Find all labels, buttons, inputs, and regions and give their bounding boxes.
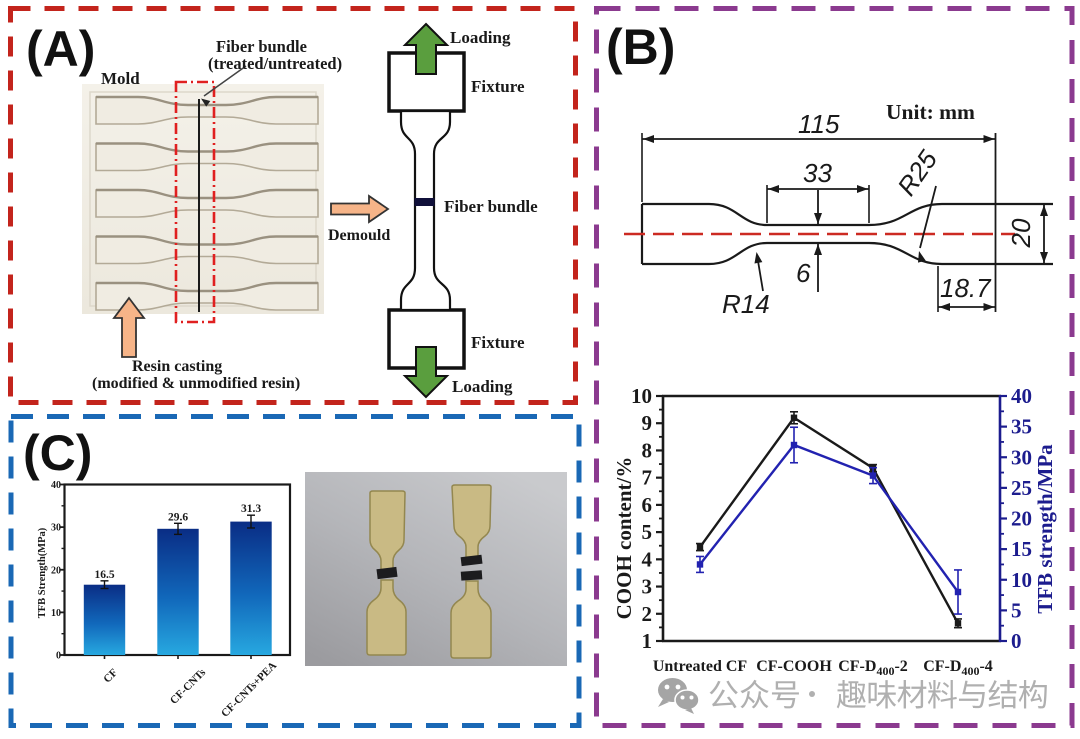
svg-text:COOH content/%: COOH content/% [612, 457, 636, 620]
svg-text:2: 2 [642, 602, 653, 626]
svg-text:3: 3 [642, 575, 653, 599]
svg-text:Fiber bundle: Fiber bundle [444, 197, 538, 216]
svg-text:20: 20 [1011, 507, 1032, 531]
svg-text:5: 5 [642, 520, 653, 544]
svg-text:Unit: mm: Unit: mm [886, 100, 975, 124]
svg-text:CF-COOH: CF-COOH [756, 658, 832, 675]
svg-text:Loading: Loading [452, 377, 513, 396]
svg-text:10: 10 [631, 384, 652, 408]
svg-text:40: 40 [51, 480, 61, 491]
svg-text:15: 15 [1011, 537, 1032, 561]
svg-text:6: 6 [796, 258, 811, 288]
svg-text:9: 9 [642, 411, 653, 435]
svg-text:7: 7 [642, 466, 653, 490]
svg-text:10: 10 [1011, 568, 1032, 592]
svg-text:25: 25 [1011, 476, 1032, 500]
svg-text:30: 30 [51, 523, 61, 534]
svg-text:Fiber bundle: Fiber bundle [216, 37, 307, 56]
svg-text:6: 6 [642, 493, 653, 517]
svg-text:0: 0 [56, 651, 61, 662]
svg-text:0: 0 [1011, 629, 1022, 653]
svg-text:18.7: 18.7 [940, 273, 992, 303]
svg-text:Demould: Demould [328, 227, 390, 244]
svg-text:Fixture: Fixture [471, 333, 525, 352]
svg-text:(C): (C) [23, 425, 92, 481]
svg-text:31.3: 31.3 [241, 503, 261, 515]
svg-text:Loading: Loading [450, 28, 511, 47]
svg-text:10: 10 [51, 608, 61, 619]
svg-text:29.6: 29.6 [168, 511, 188, 523]
svg-text:40: 40 [1011, 384, 1032, 408]
svg-text:5: 5 [1011, 598, 1022, 622]
svg-text:30: 30 [1011, 445, 1032, 469]
svg-text:CF-D400-2: CF-D400-2 [838, 658, 908, 678]
svg-text:1: 1 [642, 629, 653, 653]
svg-text:Untreated CF: Untreated CF [653, 658, 748, 675]
svg-text:(B): (B) [606, 19, 675, 75]
svg-text:20: 20 [51, 565, 61, 576]
svg-text:(modified & unmodified resin): (modified & unmodified resin) [92, 375, 300, 392]
svg-text:115: 115 [798, 109, 840, 139]
svg-text:Resin casting: Resin casting [132, 358, 222, 375]
svg-text:(A): (A) [26, 21, 95, 77]
svg-text:35: 35 [1011, 415, 1032, 439]
svg-text:R14: R14 [722, 289, 770, 319]
svg-text:16.5: 16.5 [94, 569, 114, 581]
svg-text:(treated/untreated): (treated/untreated) [208, 54, 342, 73]
svg-text:Mold: Mold [101, 69, 140, 88]
svg-text:Fixture: Fixture [471, 77, 525, 96]
svg-text:8: 8 [642, 438, 653, 462]
svg-text:33: 33 [803, 158, 832, 188]
svg-text:4: 4 [642, 547, 653, 571]
svg-text:20: 20 [1006, 218, 1036, 248]
svg-text:TFB Strength(MPa): TFB Strength(MPa) [37, 527, 48, 618]
svg-text:TFB strength/MPa: TFB strength/MPa [1033, 444, 1057, 614]
